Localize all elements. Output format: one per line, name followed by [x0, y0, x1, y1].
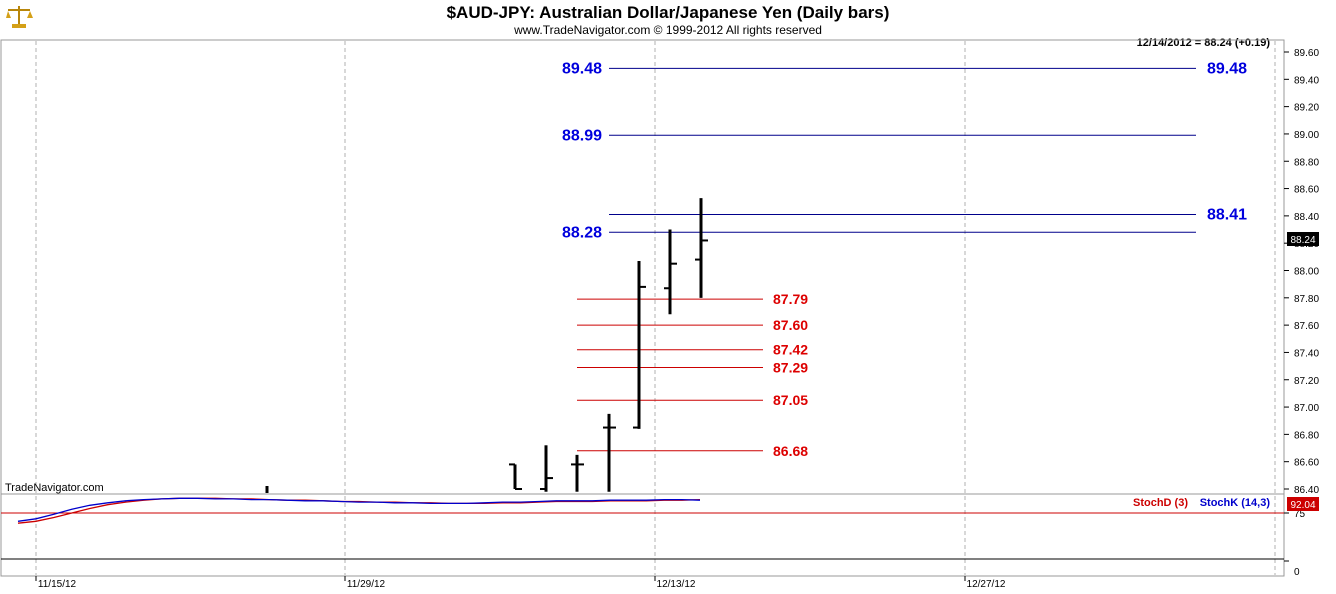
- price-tick-label: 89.40: [1294, 75, 1319, 86]
- price-tick-label: 88.40: [1294, 212, 1319, 223]
- support-label: 87.60: [773, 317, 808, 333]
- price-tick-label: 87.40: [1294, 348, 1319, 359]
- date-tick-label: 12/13/12: [657, 579, 696, 590]
- ohlc-bar: [571, 454, 584, 492]
- price-tick-label: 89.60: [1294, 48, 1319, 59]
- date-axis: 11/15/12 11/29/12 12/13/12 12/27/12: [35, 576, 1006, 590]
- stoch-series-line: [17, 497, 701, 522]
- date-tick-label: 11/29/12: [347, 579, 386, 590]
- price-tick-label: 87.80: [1294, 294, 1319, 305]
- price-tick-label: 86.80: [1294, 430, 1319, 441]
- stoch-tick-label: 75: [1294, 509, 1306, 520]
- support-label: 87.05: [773, 392, 808, 408]
- resistance-label-right: 88.41: [1207, 207, 1247, 224]
- trade-navigator-scale-icon: [4, 3, 34, 29]
- vertical-gridlines: [35, 41, 1276, 575]
- ohlc-bar: [540, 445, 553, 492]
- support-label: 86.68: [773, 443, 808, 459]
- price-tick-label: 89.00: [1294, 130, 1319, 141]
- legend-stochd: StochD (3): [1133, 497, 1188, 509]
- price-tick-label: 88.80: [1294, 157, 1319, 168]
- resistance-label: 88.28: [562, 224, 602, 241]
- resistance-label-right: 89.48: [1207, 60, 1247, 77]
- indicator-panel-frame: [0, 493, 1285, 577]
- date-tick-label: 11/15/12: [38, 579, 77, 590]
- ohlc-bar: [509, 463, 522, 490]
- ohlc-bar: [695, 198, 708, 298]
- price-tick-label: 87.20: [1294, 376, 1319, 387]
- watermark: TradeNavigator.com: [5, 482, 104, 494]
- ohlc-bar: [664, 229, 677, 315]
- support-label: 87.79: [773, 291, 808, 307]
- support-label: 87.42: [773, 342, 808, 358]
- support-resistance-levels: 89.48 89.48 88.99 88.41 88.28 87.79 87.60 87.42…: [562, 60, 1247, 458]
- price-tick-label: 89.20: [1294, 103, 1319, 114]
- stoch-tick-label: 0: [1294, 567, 1300, 578]
- stoch-current-tag: [1287, 497, 1319, 511]
- stochastic-panel: 75 0: [1, 497, 1306, 578]
- last-quote-label: 12/14/2012 = 88.24 (+0.19): [1137, 37, 1271, 49]
- price-tick-label: 87.60: [1294, 321, 1319, 332]
- stoch-current-label: 92.04: [1290, 500, 1315, 511]
- price-tick-label: 86.60: [1294, 458, 1319, 469]
- ohlc-bars: [265, 198, 708, 493]
- current-price-tag: [1287, 232, 1319, 246]
- ohlc-bar: [603, 413, 616, 492]
- current-price-label: 88.24: [1290, 235, 1315, 246]
- legend-stochk: StochK (14,3): [1200, 497, 1271, 509]
- price-panel-frame: [0, 39, 1285, 495]
- price-axis: 89.6089.4089.2089.0088.8088.6088.4088.20…: [1284, 48, 1319, 496]
- price-tick-label: 88.60: [1294, 185, 1319, 196]
- price-tick-label: 87.00: [1294, 403, 1319, 414]
- date-tick-label: 12/27/12: [967, 579, 1006, 590]
- chart-title: $AUD-JPY: Australian Dollar/Japanese Yen…: [447, 3, 890, 22]
- ohlc-bar: [633, 260, 646, 429]
- resistance-label: 88.99: [562, 127, 602, 144]
- price-tick-label: 88.00: [1294, 267, 1319, 278]
- chart-copyright: www.TradeNavigator.com © 1999-2012 All r…: [513, 23, 822, 37]
- resistance-label: 89.48: [562, 60, 602, 77]
- support-label: 87.29: [773, 359, 808, 375]
- price-tick-label: 86.40: [1294, 485, 1319, 496]
